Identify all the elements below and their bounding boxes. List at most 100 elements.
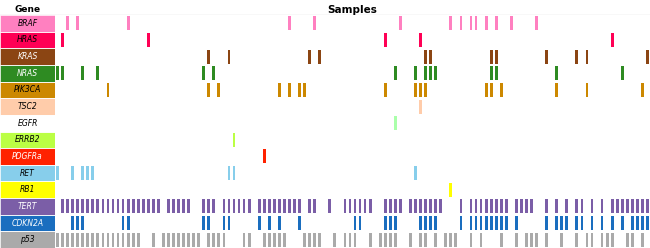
Bar: [56, 233, 59, 247]
Bar: [177, 233, 180, 247]
Bar: [268, 199, 270, 213]
Bar: [485, 216, 488, 230]
Bar: [555, 216, 558, 230]
Bar: [535, 16, 538, 30]
Bar: [359, 199, 361, 213]
Bar: [207, 216, 210, 230]
Bar: [0, 198, 55, 215]
Bar: [399, 199, 402, 213]
Bar: [76, 16, 79, 30]
Bar: [202, 66, 205, 80]
Bar: [429, 50, 432, 63]
Bar: [0, 165, 55, 182]
Bar: [641, 233, 644, 247]
Bar: [560, 233, 563, 247]
Bar: [288, 199, 291, 213]
Bar: [611, 216, 614, 230]
Bar: [0, 115, 55, 131]
Bar: [601, 216, 603, 230]
Bar: [424, 50, 427, 63]
Bar: [555, 66, 558, 80]
Bar: [611, 33, 614, 47]
Bar: [510, 16, 513, 30]
Text: RET: RET: [20, 169, 35, 178]
Bar: [92, 199, 94, 213]
Bar: [505, 199, 508, 213]
Bar: [207, 233, 210, 247]
Bar: [591, 199, 593, 213]
Bar: [0, 131, 55, 148]
Bar: [490, 66, 493, 80]
Bar: [127, 16, 129, 30]
Bar: [218, 83, 220, 97]
Bar: [414, 66, 417, 80]
Bar: [187, 199, 190, 213]
Bar: [369, 233, 372, 247]
Bar: [636, 216, 639, 230]
Bar: [515, 216, 518, 230]
Bar: [303, 233, 306, 247]
Bar: [278, 233, 281, 247]
Bar: [575, 199, 578, 213]
Bar: [142, 199, 145, 213]
Bar: [429, 216, 432, 230]
Bar: [591, 216, 593, 230]
Bar: [86, 166, 89, 180]
Bar: [313, 199, 316, 213]
Bar: [207, 83, 210, 97]
Bar: [469, 16, 473, 30]
Bar: [66, 199, 69, 213]
Bar: [233, 199, 235, 213]
Bar: [288, 16, 291, 30]
Bar: [222, 199, 226, 213]
Bar: [419, 199, 422, 213]
Bar: [308, 233, 311, 247]
Bar: [318, 233, 321, 247]
Text: TSC2: TSC2: [18, 102, 38, 111]
Bar: [379, 233, 382, 247]
Bar: [0, 98, 55, 115]
Bar: [238, 199, 240, 213]
Text: NRAS: NRAS: [17, 69, 38, 78]
Bar: [384, 83, 387, 97]
Bar: [81, 166, 84, 180]
Bar: [384, 199, 387, 213]
Bar: [424, 66, 427, 80]
Bar: [0, 15, 55, 32]
Bar: [575, 216, 578, 230]
Bar: [56, 166, 59, 180]
Bar: [248, 199, 250, 213]
Bar: [586, 233, 588, 247]
Bar: [414, 166, 417, 180]
Bar: [81, 199, 84, 213]
Bar: [359, 216, 361, 230]
Bar: [136, 233, 140, 247]
Bar: [333, 233, 336, 247]
Bar: [157, 199, 160, 213]
Bar: [580, 199, 583, 213]
Bar: [198, 233, 200, 247]
Bar: [566, 216, 568, 230]
Bar: [66, 16, 69, 30]
Bar: [152, 199, 155, 213]
Bar: [96, 233, 99, 247]
Bar: [72, 199, 74, 213]
Bar: [167, 233, 170, 247]
Bar: [278, 216, 281, 230]
Bar: [555, 199, 558, 213]
Bar: [414, 199, 417, 213]
Bar: [86, 233, 89, 247]
Bar: [646, 50, 649, 63]
Bar: [515, 199, 518, 213]
Bar: [0, 182, 55, 198]
Bar: [182, 199, 185, 213]
Bar: [61, 233, 64, 247]
Bar: [162, 233, 165, 247]
Bar: [107, 83, 109, 97]
Bar: [72, 216, 74, 230]
Bar: [429, 199, 432, 213]
Bar: [500, 216, 502, 230]
Bar: [530, 233, 533, 247]
Bar: [187, 233, 190, 247]
Bar: [389, 199, 392, 213]
